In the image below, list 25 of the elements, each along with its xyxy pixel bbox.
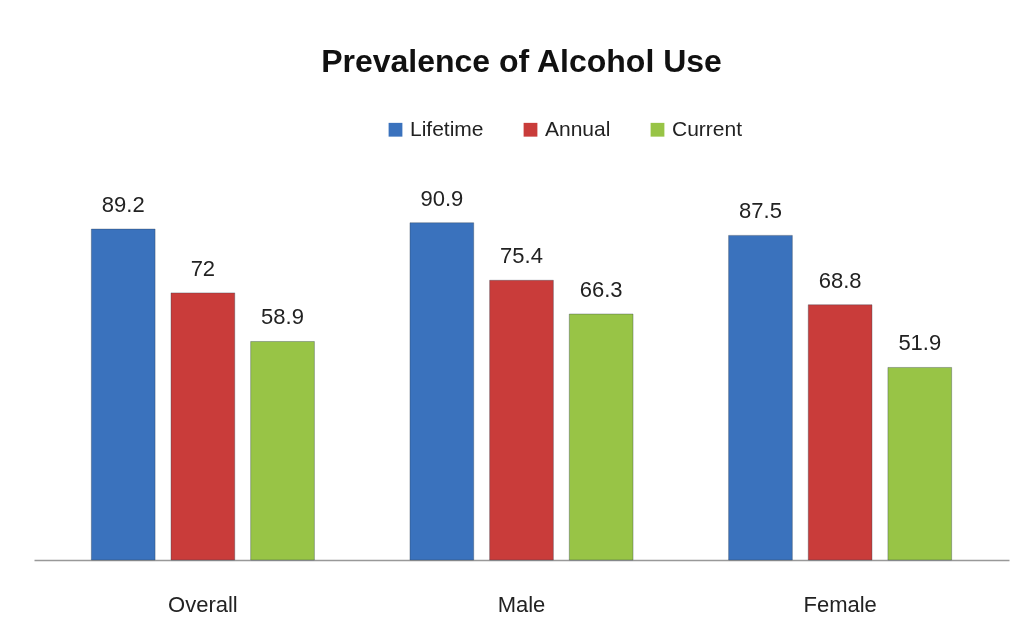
- bar: [489, 279, 554, 561]
- bar: [568, 313, 634, 561]
- data-label: 58.9: [261, 304, 304, 330]
- data-label: 68.8: [818, 267, 862, 293]
- legend-label: Lifetime: [410, 116, 484, 140]
- data-label: 75.4: [500, 243, 543, 269]
- bar: [90, 228, 156, 561]
- x-tick-label: Male: [497, 591, 546, 617]
- legend-label: Current: [672, 116, 743, 140]
- bar: [409, 222, 475, 561]
- bar: [728, 234, 793, 561]
- data-label: 90.9: [420, 185, 464, 211]
- x-tick-label: Female: [803, 591, 877, 617]
- x-tick-label: Overall: [168, 591, 238, 617]
- chart-title: Prevalence of Alcohol Use: [321, 43, 722, 79]
- data-label: 51.9: [898, 330, 942, 356]
- data-label: 66.3: [579, 277, 623, 303]
- data-label: 89.2: [101, 192, 145, 218]
- legend-label: Annual: [545, 116, 611, 140]
- bar: [170, 292, 236, 561]
- data-label: 87.5: [739, 198, 782, 224]
- bar: [807, 304, 873, 561]
- bar: [887, 366, 953, 561]
- bar: [250, 340, 315, 561]
- data-label: 72: [190, 255, 216, 281]
